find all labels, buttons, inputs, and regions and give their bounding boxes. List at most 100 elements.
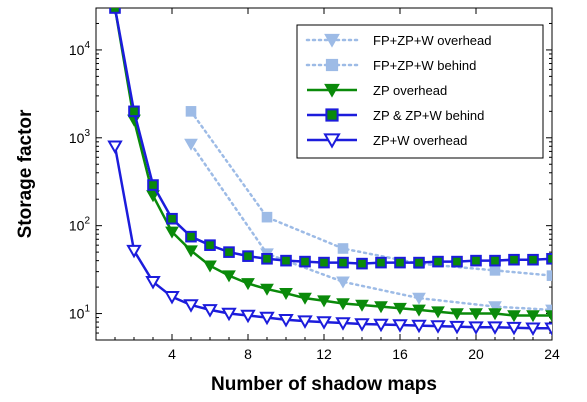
data-point xyxy=(411,319,427,334)
data-point xyxy=(109,8,121,14)
x-tick-label: 12 xyxy=(316,346,332,362)
data-point xyxy=(184,245,198,258)
data-point xyxy=(450,308,464,321)
data-point xyxy=(432,255,444,268)
series-layer xyxy=(107,8,552,336)
data-point xyxy=(242,250,254,262)
data-point xyxy=(183,299,199,313)
series-1 xyxy=(184,138,552,317)
data-point xyxy=(489,265,501,276)
data-point xyxy=(185,230,197,243)
data-point xyxy=(164,291,180,305)
x-tick-label: 20 xyxy=(468,346,484,362)
y-tick-label: 103 xyxy=(69,128,91,146)
data-point xyxy=(544,322,552,336)
data-point xyxy=(128,105,140,118)
data-point xyxy=(487,321,503,335)
x-tick-label: 8 xyxy=(244,346,252,362)
data-point xyxy=(527,253,539,266)
x-tick-label: 24 xyxy=(544,346,560,362)
y-tick-label: 101 xyxy=(69,304,91,322)
legend-label: ZP & ZP+W behind xyxy=(373,108,484,123)
data-point xyxy=(126,244,142,259)
data-point xyxy=(240,309,256,324)
data-point xyxy=(318,256,330,269)
data-point xyxy=(317,295,331,308)
data-point xyxy=(203,260,217,273)
data-point xyxy=(488,308,502,321)
data-point xyxy=(335,317,351,331)
series-line xyxy=(189,110,552,277)
data-point xyxy=(278,313,294,328)
legend: FP+ZP+W overhead FP+ZP+W behind ZP overhea… xyxy=(296,24,544,159)
data-point xyxy=(412,304,426,317)
data-point xyxy=(468,321,484,335)
data-point xyxy=(259,311,275,326)
data-point xyxy=(470,254,482,267)
legend-marker xyxy=(324,83,340,98)
data-point xyxy=(298,292,312,305)
data-point xyxy=(392,319,408,333)
data-point xyxy=(299,255,311,268)
data-point xyxy=(546,252,552,265)
data-point xyxy=(279,287,293,301)
legend-label: FP+ZP+W behind xyxy=(373,58,476,73)
data-point xyxy=(449,320,465,335)
series-clip-group xyxy=(107,8,552,336)
data-point xyxy=(374,301,388,314)
legend-label: ZP overhead xyxy=(373,83,447,98)
legend-marker xyxy=(324,33,340,48)
y-axis-title: Storage factor xyxy=(15,109,36,238)
data-point xyxy=(241,278,255,291)
data-point xyxy=(336,276,350,289)
data-point xyxy=(413,256,425,269)
data-point xyxy=(202,304,218,318)
data-point xyxy=(507,310,521,323)
data-point xyxy=(336,298,350,311)
y-tick-label: 102 xyxy=(69,216,91,234)
legend-marker xyxy=(325,58,339,72)
data-point xyxy=(185,106,197,117)
data-point xyxy=(166,212,178,225)
legend-label: FP+ZP+W overhead xyxy=(373,33,492,48)
data-point xyxy=(506,321,522,336)
data-point xyxy=(223,246,235,258)
data-point xyxy=(375,256,387,269)
axis-ticks: 4 8 12 16 20 24 101 102 103 104 xyxy=(69,8,560,362)
legend-label: ZP+W overhead xyxy=(373,133,467,148)
data-point xyxy=(145,275,161,290)
data-point xyxy=(393,302,407,315)
data-point xyxy=(451,255,463,268)
data-point xyxy=(261,211,273,223)
data-point xyxy=(337,243,349,254)
data-point xyxy=(337,256,349,269)
x-axis-title: Number of shadow maps xyxy=(211,374,437,395)
y-tick-label: 104 xyxy=(69,40,91,58)
data-point xyxy=(107,140,123,155)
data-point xyxy=(489,254,501,267)
data-point xyxy=(184,138,198,151)
data-point xyxy=(297,315,313,329)
x-tick-label: 16 xyxy=(392,346,408,362)
data-point xyxy=(525,322,541,336)
series-line xyxy=(189,142,552,312)
data-point xyxy=(316,316,332,330)
data-point xyxy=(221,307,237,322)
legend-marker xyxy=(325,108,339,122)
data-point xyxy=(546,270,552,281)
data-point xyxy=(355,299,369,312)
data-point xyxy=(545,310,552,323)
series-5 xyxy=(107,140,552,336)
data-point xyxy=(354,318,370,332)
legend-marker xyxy=(323,133,341,149)
data-point xyxy=(373,318,389,333)
series-4 xyxy=(109,8,552,270)
data-point xyxy=(488,301,502,314)
data-point xyxy=(469,308,483,321)
data-point xyxy=(508,253,520,266)
x-tick-label: 4 xyxy=(168,346,176,362)
data-point xyxy=(204,239,216,251)
data-point xyxy=(147,179,159,191)
data-point xyxy=(222,270,236,283)
